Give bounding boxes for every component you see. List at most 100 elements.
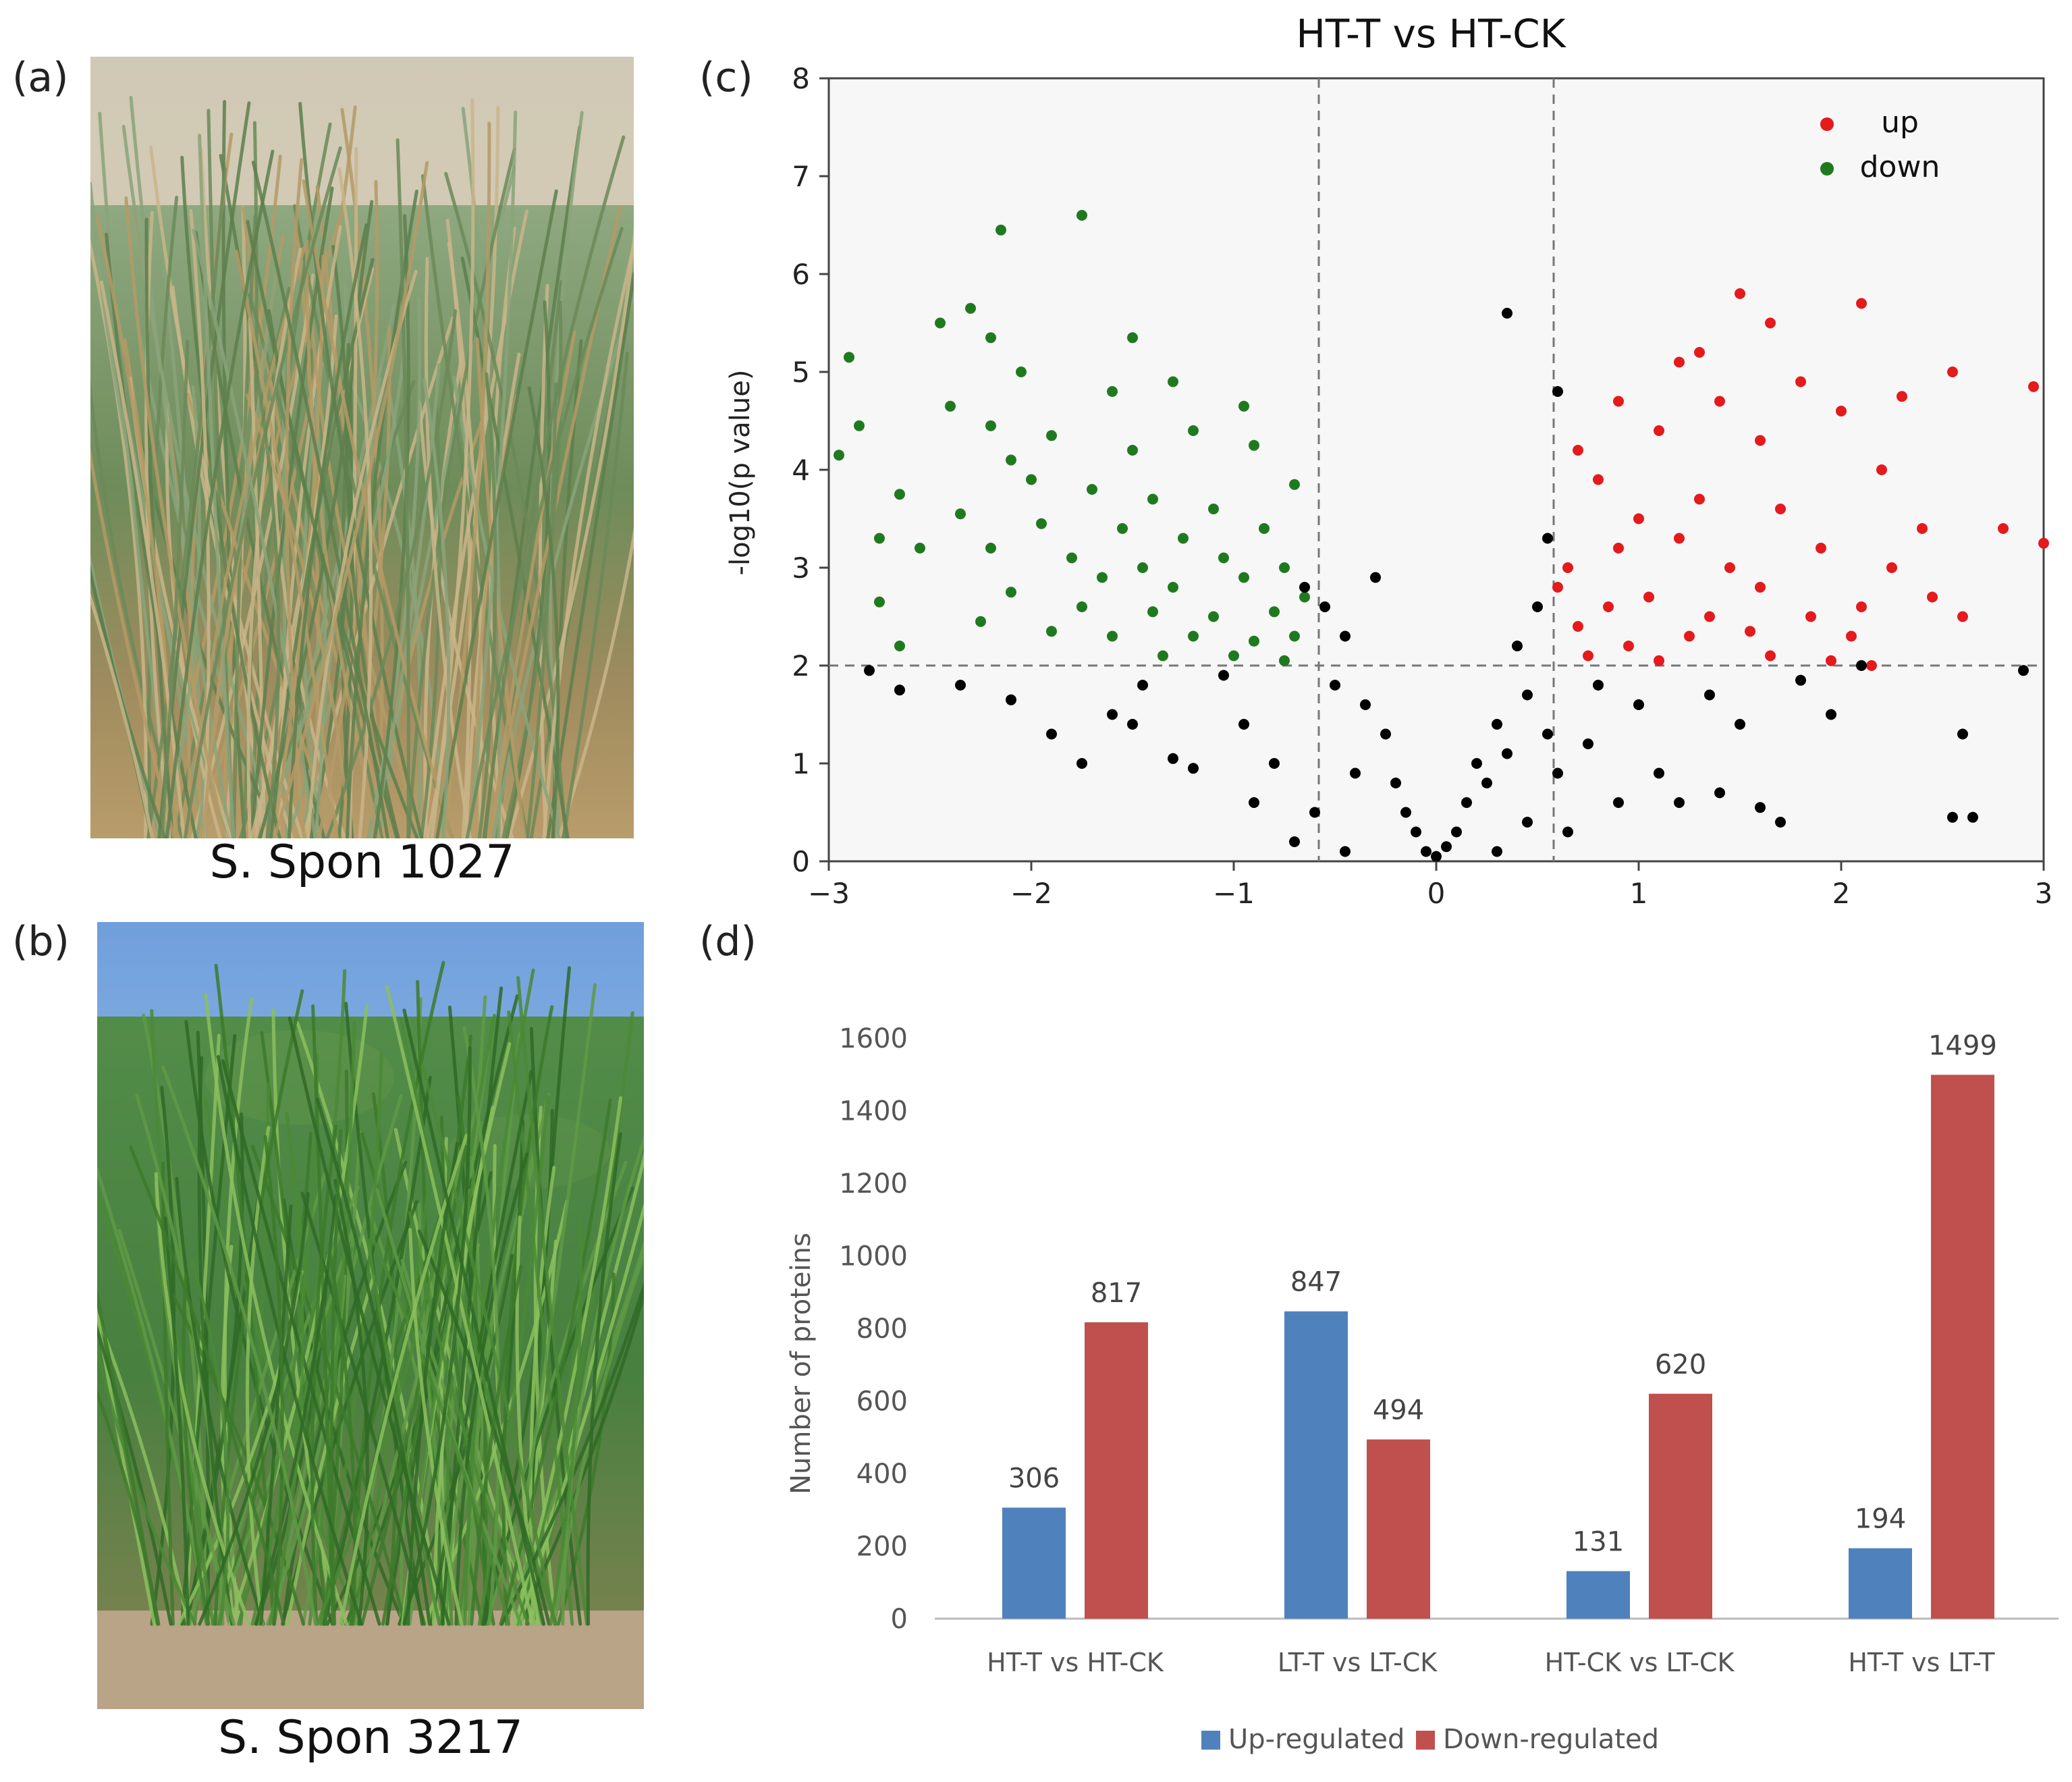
volcano-point-up	[1603, 601, 1614, 612]
volcano-point-ns	[1188, 763, 1199, 774]
volcano-point-ns	[1502, 748, 1512, 759]
grass-blade	[253, 362, 281, 838]
volcano-point-ns	[1137, 680, 1148, 691]
volcano-x-axis: −3 −2 −1 0 1 2 3	[808, 861, 2052, 910]
bar-value-label: 1499	[1928, 1030, 1997, 1061]
grass-blade	[489, 330, 576, 838]
volcano-point-ns	[1775, 817, 1786, 828]
grass-blade	[161, 1065, 317, 1626]
grass-illustration-a	[90, 57, 634, 838]
volcano-point-down	[1097, 572, 1108, 583]
volcano-point-ns	[1593, 680, 1604, 691]
volcano-point-ns	[1957, 728, 1968, 740]
grass-blade	[406, 1142, 459, 1626]
grass-blade	[163, 1216, 190, 1626]
volcano-point-down	[985, 332, 996, 344]
grass-blade	[514, 1096, 623, 1626]
grass-blade	[190, 273, 315, 838]
volcano-plot: HT-T vs HT-CK 0 1 2 3 4 5 6 7 8 −3 −2 −1 0 1 2 3 -log1…	[725, 11, 2052, 910]
volcano-point-down	[1147, 606, 1158, 618]
grass-blade	[161, 1274, 305, 1626]
volcano-point-down	[1208, 504, 1219, 514]
bar-value-label: 306	[1008, 1463, 1060, 1494]
volcano-point-down	[894, 489, 905, 500]
volcano-y-tick-label: 4	[792, 454, 810, 487]
grass-blade	[499, 1098, 612, 1626]
grass-blade	[557, 527, 634, 838]
volcano-point-up	[1866, 660, 1877, 671]
grass-blade	[273, 161, 429, 838]
volcano-y-tick-label: 1	[792, 747, 810, 780]
grass-blade	[366, 1239, 441, 1626]
volcano-y-tick-label: 3	[792, 551, 810, 585]
bar-y-tick-label: 800	[856, 1314, 908, 1345]
bar-value-label: 131	[1573, 1527, 1624, 1558]
grass-blade	[477, 372, 497, 838]
volcano-y-axis-label: -log10(p value)	[725, 370, 756, 576]
volcano-point-ns	[1674, 797, 1685, 808]
volcano-point-up	[1876, 464, 1887, 475]
volcano-point-ns	[1552, 386, 1563, 397]
volcano-point-down	[1117, 523, 1128, 534]
grass-blade	[288, 223, 369, 838]
bar-up-regulated	[1566, 1571, 1630, 1619]
bar-value-label: 620	[1655, 1349, 1706, 1380]
grass-blade	[223, 997, 254, 1626]
grass-blade	[198, 1191, 310, 1626]
volcano-point-up	[1947, 367, 1958, 377]
volcano-point-down	[1279, 655, 1290, 666]
volcano-title: HT-T vs HT-CK	[1296, 11, 1566, 57]
volcano-point-down	[1016, 367, 1027, 377]
volcano-point-up	[1633, 513, 1644, 524]
volcano-point-ns	[2018, 665, 2029, 676]
legend-marker-down	[1820, 162, 1834, 176]
volcano-point-ns	[1471, 758, 1482, 769]
grass-blade	[424, 256, 472, 838]
volcano-point-up	[1927, 591, 1938, 603]
volcano-point-ns	[1967, 811, 1978, 823]
grass-blade	[146, 167, 227, 838]
grass-blade	[375, 1187, 522, 1626]
grass-blade	[465, 227, 624, 838]
volcano-point-ns	[1542, 728, 1553, 740]
volcano-point-ns	[1238, 719, 1249, 730]
volcano-point-down	[1087, 484, 1097, 495]
grass-blade	[95, 214, 177, 838]
volcano-point-down	[1269, 606, 1280, 618]
volcano-point-ns	[1461, 797, 1472, 808]
volcano-point-down	[1076, 210, 1087, 221]
volcano-point-ns	[1542, 533, 1553, 544]
legend-label-up-regulated: Up-regulated	[1228, 1724, 1405, 1755]
volcano-point-ns	[1340, 846, 1351, 857]
volcano-point-up	[1583, 650, 1593, 662]
volcano-point-down	[1168, 376, 1178, 387]
volcano-x-tick-label: 3	[2035, 877, 2053, 910]
volcano-point-up	[1957, 611, 1968, 622]
volcano-point-ns	[1431, 850, 1442, 862]
volcano-x-tick-label: −1	[1213, 877, 1255, 910]
volcano-point-down	[945, 400, 956, 412]
volcano-point-up	[1805, 611, 1816, 622]
volcano-point-ns	[1441, 841, 1452, 853]
grass-blade	[97, 1310, 190, 1626]
volcano-point-up	[1836, 406, 1847, 416]
volcano-point-down	[1137, 562, 1148, 573]
grass-blade	[538, 284, 549, 838]
volcano-point-ns	[1168, 753, 1178, 764]
volcano-point-ns	[1552, 767, 1563, 779]
volcano-point-ns	[1421, 846, 1432, 857]
volcano-point-up	[1562, 562, 1573, 573]
volcano-point-ns	[1654, 767, 1664, 779]
volcano-point-down	[1026, 474, 1037, 485]
grass-blade	[385, 985, 535, 1626]
volcano-point-up	[1886, 562, 1897, 573]
volcano-point-ns	[1330, 680, 1340, 691]
volcano-point-down	[1238, 400, 1249, 412]
bar-y-tick-label: 200	[856, 1532, 908, 1563]
bar-y-tick-label: 600	[856, 1386, 908, 1418]
volcano-point-up	[1724, 562, 1735, 573]
grass-blade	[259, 1204, 293, 1626]
volcano-point-ns	[1714, 787, 1725, 799]
volcano-point-down	[1208, 611, 1219, 622]
volcano-point-ns	[1492, 846, 1502, 857]
